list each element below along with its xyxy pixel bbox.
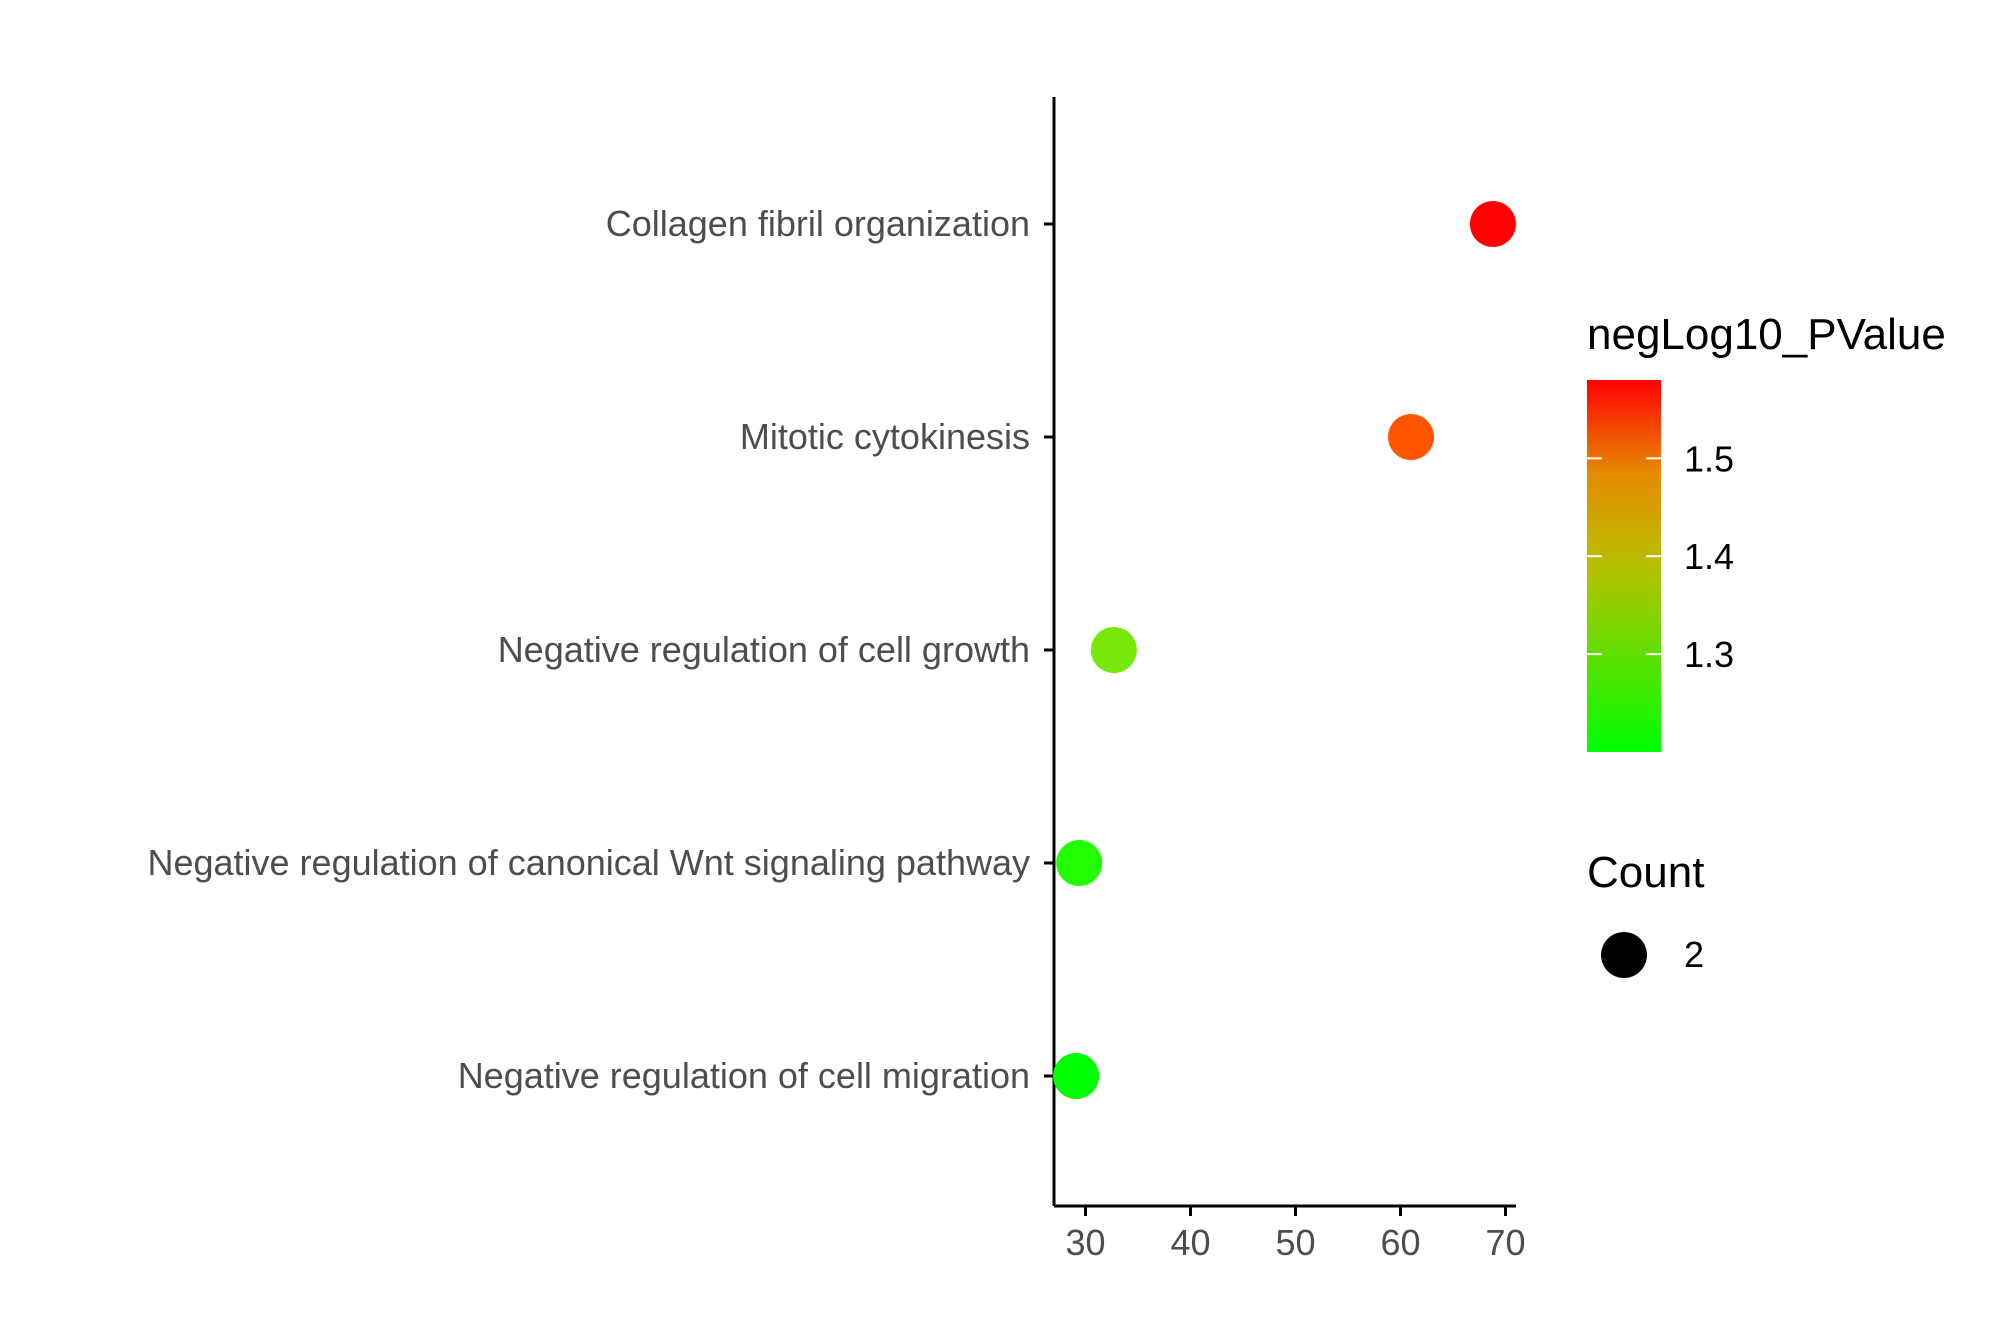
x-tick-label: 40 [1170,1222,1210,1263]
color-legend-tick-label: 1.4 [1684,536,1734,577]
y-tick-label: Mitotic cytokinesis [740,416,1030,457]
y-tick-label: Negative regulation of cell growth [498,629,1030,670]
color-legend: negLog10_PValue 1.3 1.4 1.5 [1587,310,1946,752]
data-point [1469,201,1516,247]
y-tick-label: Negative regulation of cell migration [458,1055,1030,1096]
data-point [1056,840,1103,886]
y-tick-label: Collagen fibril organization [606,203,1030,244]
size-legend-key [1601,932,1647,978]
color-legend-bar [1587,380,1661,752]
color-legend-tick-label: 1.3 [1684,634,1734,675]
x-tick-label: 30 [1065,1222,1105,1263]
data-point [1090,627,1137,673]
color-legend-tick-label: 1.5 [1684,438,1734,479]
data-point [1388,414,1434,460]
x-tick-label: 60 [1380,1222,1420,1263]
data-point [1053,1053,1100,1099]
x-tick-label: 70 [1485,1222,1525,1263]
size-legend: Count 2 [1587,848,1704,978]
plot-area: Collagen fibril organization Mitotic cyto… [147,97,1526,1263]
y-tick-label: Negative regulation of canonical Wnt sig… [147,842,1030,883]
color-legend-title: negLog10_PValue [1587,310,1946,359]
size-legend-title: Count [1587,848,1704,897]
size-legend-label: 2 [1684,934,1704,975]
x-tick-label: 50 [1275,1222,1315,1263]
